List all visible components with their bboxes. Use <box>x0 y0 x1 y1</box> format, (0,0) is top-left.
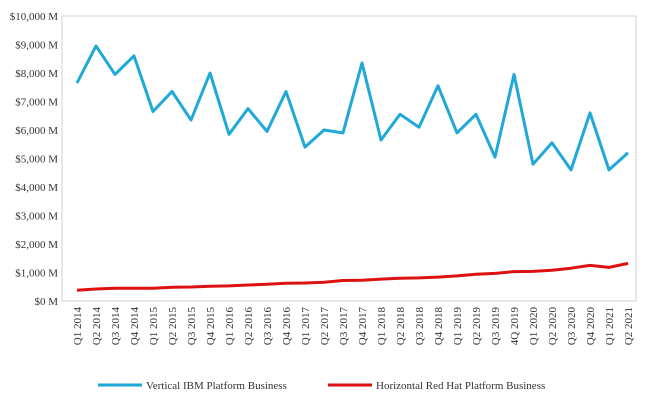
x-tick-label: Q1 2018 <box>376 307 388 346</box>
y-tick-label: $2,000 M <box>15 239 58 251</box>
x-tick-label: Q2 2015 <box>167 307 179 346</box>
x-tick-label: Q4 2014 <box>129 307 141 346</box>
x-tick-label: Q2 2017 <box>319 307 331 346</box>
x-tick-label: Q3 2016 <box>262 307 274 346</box>
x-tick-label: Q4 2015 <box>205 307 217 346</box>
x-tick-label: Q1 2014 <box>72 307 84 346</box>
x-tick-label: Q3 2014 <box>110 307 122 346</box>
x-tick-label: Q1 2020 <box>528 307 540 346</box>
x-tick-label: Q4 2016 <box>281 307 293 346</box>
y-tick-label: $3,000 M <box>15 211 58 223</box>
x-tick-label: Q2 2016 <box>243 307 255 346</box>
x-tick-label: 4Q 2019 <box>509 307 521 346</box>
y-tick-label: $5,000 M <box>15 154 58 166</box>
x-axis: Q1 2014 Q2 2014 Q3 2014 Q4 2014 Q1 2015 Q2 20… <box>72 307 635 346</box>
y-tick-label: $7,000 M <box>15 97 58 109</box>
legend-label-horizontal-redhat: Horizontal Red Hat Platform Business <box>376 380 545 392</box>
legend-label-vertical-ibm: Vertical IBM Platform Business <box>146 380 287 392</box>
x-tick-label: Q4 2018 <box>433 307 445 346</box>
x-tick-label: Q1 2021 <box>604 307 616 345</box>
series-line-vertical-ibm <box>75 44 630 172</box>
series-line-horizontal-redhat <box>76 261 629 292</box>
x-tick-label: Q4 2017 <box>357 307 369 346</box>
x-tick-label: Q2 2019 <box>471 307 483 346</box>
x-tick-label: Q2 2018 <box>395 307 407 346</box>
x-tick-label: Q3 2017 <box>338 307 350 346</box>
x-tick-label: Q3 2019 <box>490 307 502 346</box>
x-tick-label: Q1 2019 <box>452 307 464 346</box>
y-tick-label: $4,000 M <box>15 182 58 194</box>
x-tick-label: Q2 2020 <box>547 307 559 346</box>
x-tick-label: Q4 2020 <box>585 307 597 346</box>
x-tick-label: Q1 2016 <box>224 307 236 346</box>
x-tick-label: Q2 2021 <box>623 307 635 345</box>
y-axis: $0 M $1,000 M $2,000 M $3,000 M $4,000 M $5,0… <box>10 11 59 308</box>
legend: Vertical IBM Platform Business Horizonta… <box>98 380 545 392</box>
plot-area <box>61 15 637 302</box>
x-tick-label: Q3 2020 <box>566 307 578 346</box>
x-tick-label: Q1 2017 <box>300 307 312 346</box>
y-tick-label: $0 M <box>34 296 58 308</box>
y-tick-label: $9,000 M <box>15 40 58 52</box>
y-tick-label: $1,000 M <box>15 268 58 280</box>
x-tick-label: Q2 2014 <box>91 307 103 346</box>
series-lines <box>75 44 630 292</box>
y-tick-label: $6,000 M <box>15 125 58 137</box>
y-tick-label: $10,000 M <box>10 11 59 23</box>
x-tick-label: Q3 2018 <box>414 307 426 346</box>
y-tick-label: $8,000 M <box>15 68 58 80</box>
x-tick-label: Q1 2015 <box>148 307 160 346</box>
x-tick-label: Q3 2015 <box>186 307 198 346</box>
